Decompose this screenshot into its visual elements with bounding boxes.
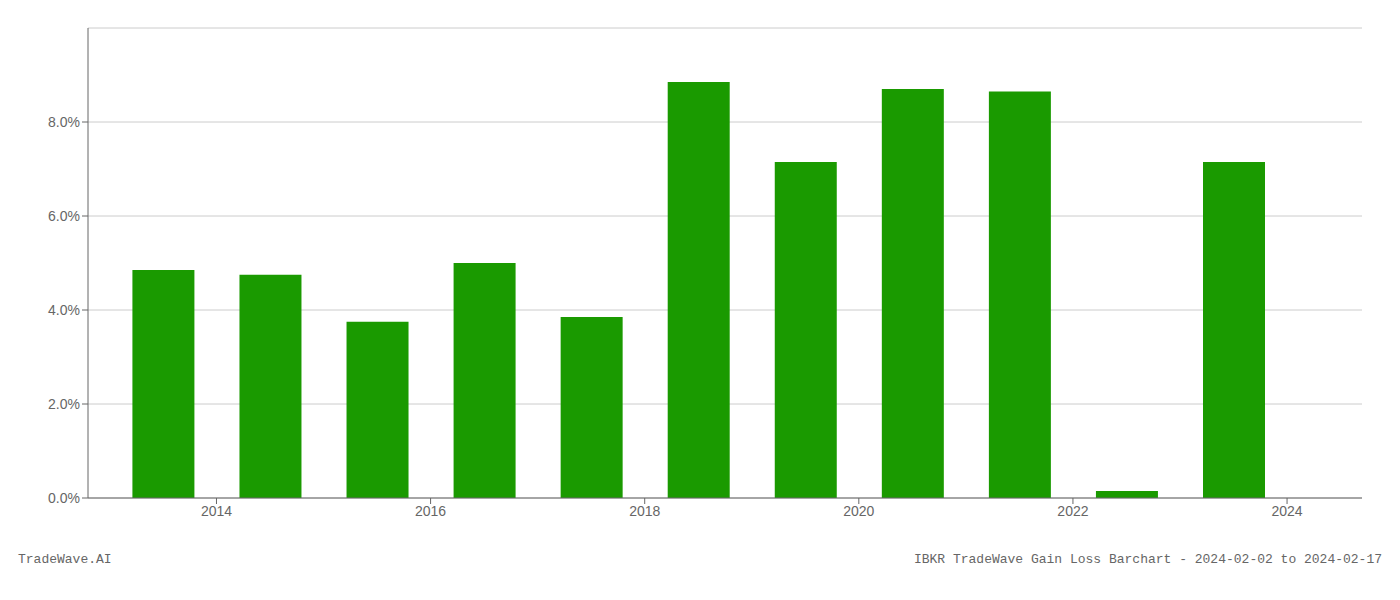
svg-text:2016: 2016 <box>415 503 446 519</box>
svg-text:2.0%: 2.0% <box>48 396 80 412</box>
svg-text:2014: 2014 <box>201 503 232 519</box>
html-text:IBKR TradeWave Gain Loss Barch: IBKR TradeWave Gain Loss Barchart - 2024… <box>913 552 1382 567</box>
svg-text:2022: 2022 <box>1057 503 1088 519</box>
svg-text:2020: 2020 <box>843 503 874 519</box>
svg-text:2018: 2018 <box>629 503 660 519</box>
svg-text:2024: 2024 <box>1271 503 1302 519</box>
svg-text:8.0%: 8.0% <box>48 114 80 130</box>
svg-text:0.0%: 0.0% <box>48 490 80 506</box>
html-text:TradeWave.AI: TradeWave.AI <box>18 552 112 567</box>
svg-text:6.0%: 6.0% <box>48 208 80 224</box>
svg-text:4.0%: 4.0% <box>48 302 80 318</box>
